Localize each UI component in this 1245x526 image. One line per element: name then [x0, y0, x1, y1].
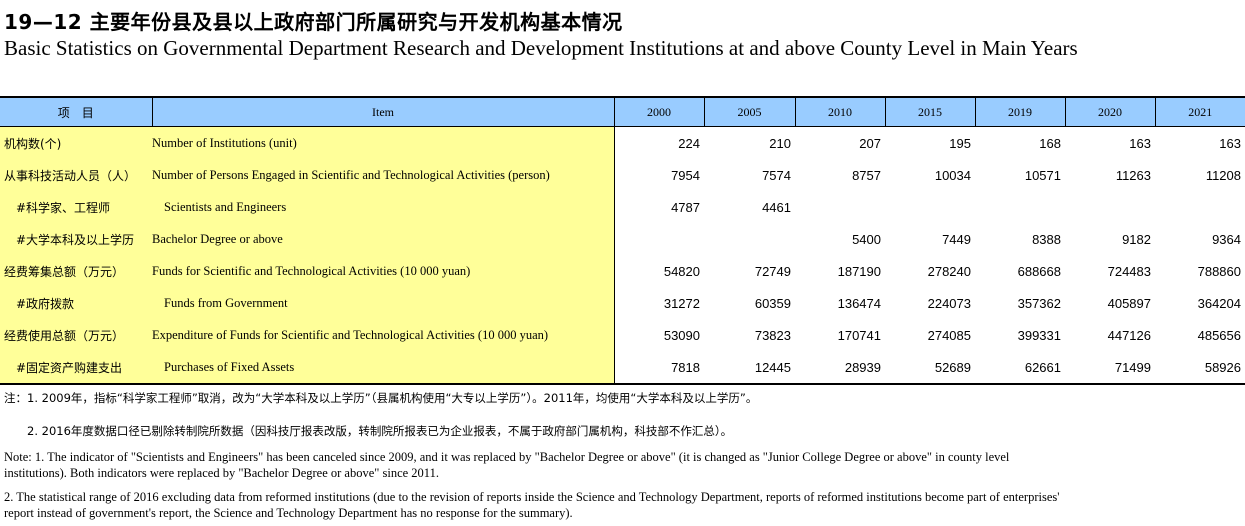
value-cell: 12445: [704, 351, 795, 385]
header-year: 2005: [704, 96, 796, 127]
value-cell: 31272: [663, 295, 700, 311]
value-cell: 485656: [1197, 327, 1241, 343]
table-title-chinese: 19—12 主要年份县及县以上政府部门所属研究与开发机构基本情况: [4, 10, 623, 34]
value-cell: 8388: [1032, 231, 1061, 247]
value-cell: 72749: [754, 263, 791, 279]
row-label-chinese: #政府拨款: [0, 287, 152, 319]
statistics-table: 项 目 Item 2000 2005 2010 2015 2019 2020 2…: [0, 96, 1245, 385]
table-row: #科学家、工程师 Scientists and Engineers 4787 4461: [0, 191, 1245, 223]
note-english-1: Note: 1. The indicator of "Scientists an…: [4, 450, 1010, 480]
value-cell: 9364: [1212, 231, 1241, 247]
value-cell: 28939: [795, 351, 885, 385]
value-cell: [885, 191, 975, 223]
value-cell: 357362: [1017, 295, 1061, 311]
table-row: #大学本科及以上学历 Bachelor Degree or above 5400 74…: [0, 223, 1245, 255]
value-cell: 7818: [614, 351, 704, 385]
value-cell: [975, 191, 1065, 223]
value-cell: 4461: [762, 199, 791, 215]
header-year: 2020: [1065, 96, 1156, 127]
header-year: 2019: [975, 96, 1066, 127]
header-year: 2010: [795, 96, 886, 127]
value-cell: 58926: [1155, 351, 1245, 385]
header-item-chinese: 项 目: [0, 96, 153, 127]
value-cell: 399331: [1017, 327, 1061, 343]
value-cell: 54820: [663, 263, 700, 279]
value-cell: 688668: [1017, 263, 1061, 279]
row-label-english: Scientists and Engineers: [152, 191, 615, 223]
table-row: #政府拨款 Funds from Government 31272 60359 1364…: [0, 287, 1245, 319]
row-label-chinese: #固定资产购建支出: [0, 351, 152, 385]
table-row: #固定资产购建支出 Purchases of Fixed Assets 7818 12…: [0, 351, 1245, 385]
row-label-english: Expenditure of Funds for Scientific and …: [152, 319, 615, 351]
row-label-chinese: 经费使用总额（万元）: [0, 319, 152, 351]
value-cell: 195: [949, 135, 971, 151]
header-item-english: Item: [152, 96, 615, 127]
value-cell: 210: [769, 135, 791, 151]
value-cell: [1065, 191, 1155, 223]
row-label-english: Bachelor Degree or above: [152, 223, 615, 255]
table-row: 经费使用总额（万元） Expenditure of Funds for Scien…: [0, 319, 1245, 351]
value-cell: 168: [1039, 135, 1061, 151]
value-cell: 187190: [837, 263, 881, 279]
value-cell: 274085: [927, 327, 971, 343]
table-title-english: Basic Statistics on Governmental Departm…: [4, 36, 1078, 60]
note-chinese-2: 2. 2016年度数据口径已剔除转制院所数据（因科技厅报表改版，转制院所报表已为…: [4, 424, 733, 438]
value-cell: 7954: [671, 167, 700, 183]
value-cell: 224: [678, 135, 700, 151]
value-cell: 447126: [1107, 327, 1151, 343]
value-cell: 4787: [671, 199, 700, 215]
row-label-chinese: #科学家、工程师: [0, 191, 152, 223]
header-year: 2000: [614, 96, 705, 127]
value-cell: 7574: [762, 167, 791, 183]
value-cell: 71499: [1065, 351, 1155, 385]
row-label-chinese: 机构数(个): [0, 126, 152, 159]
value-cell: 10571: [1024, 167, 1061, 183]
table-row: 从事科技活动人员（人） Number of Persons Engaged in …: [0, 159, 1245, 191]
note-english-2: 2. The statistical range of 2016 excludi…: [4, 490, 1060, 520]
value-cell: [614, 223, 704, 255]
value-cell: 9182: [1122, 231, 1151, 247]
value-cell: 788860: [1197, 263, 1241, 279]
row-label-chinese: 经费筹集总额（万元）: [0, 255, 152, 287]
value-cell: [704, 223, 795, 255]
value-cell: 364204: [1197, 295, 1241, 311]
value-cell: 136474: [837, 295, 881, 311]
value-cell: [1155, 191, 1245, 223]
value-cell: 60359: [754, 295, 791, 311]
header-year: 2015: [885, 96, 976, 127]
table-row: 经费筹集总额（万元） Funds for Scientific and Techn…: [0, 255, 1245, 287]
value-cell: 278240: [927, 263, 971, 279]
row-label-english: Funds for Scientific and Technological A…: [152, 255, 615, 287]
value-cell: 73823: [754, 327, 791, 343]
value-cell: 7449: [942, 231, 971, 247]
header-row: 项 目 Item 2000 2005 2010 2015 2019 2020 2…: [0, 96, 1245, 127]
row-label-english: Funds from Government: [152, 287, 615, 319]
value-cell: [795, 191, 885, 223]
value-cell: 8757: [852, 167, 881, 183]
table-row: 机构数(个) Number of Institutions (unit) 224 21…: [0, 126, 1245, 159]
row-label-chinese: 从事科技活动人员（人）: [0, 159, 152, 191]
row-label-english: Number of Persons Engaged in Scientific …: [152, 159, 615, 191]
row-label-english: Number of Institutions (unit): [152, 126, 615, 159]
row-label-chinese: #大学本科及以上学历: [0, 223, 152, 255]
value-cell: 11208: [1205, 167, 1241, 183]
value-cell: 224073: [927, 295, 971, 311]
value-cell: 163: [1129, 135, 1151, 151]
header-year: 2021: [1155, 96, 1245, 127]
value-cell: 62661: [975, 351, 1065, 385]
value-cell: 10034: [934, 167, 971, 183]
value-cell: 53090: [663, 327, 700, 343]
row-label-english: Purchases of Fixed Assets: [152, 351, 615, 385]
value-cell: 5400: [852, 231, 881, 247]
value-cell: 207: [859, 135, 881, 151]
note-chinese-1: 注：1. 2009年，指标“科学家工程师”取消，改为“大学本科及以上学历”（县属…: [4, 391, 758, 405]
value-cell: 405897: [1107, 295, 1151, 311]
value-cell: 724483: [1107, 263, 1151, 279]
value-cell: 170741: [837, 327, 881, 343]
value-cell: 52689: [885, 351, 975, 385]
value-cell: 11263: [1115, 167, 1151, 183]
value-cell: 163: [1219, 135, 1241, 151]
